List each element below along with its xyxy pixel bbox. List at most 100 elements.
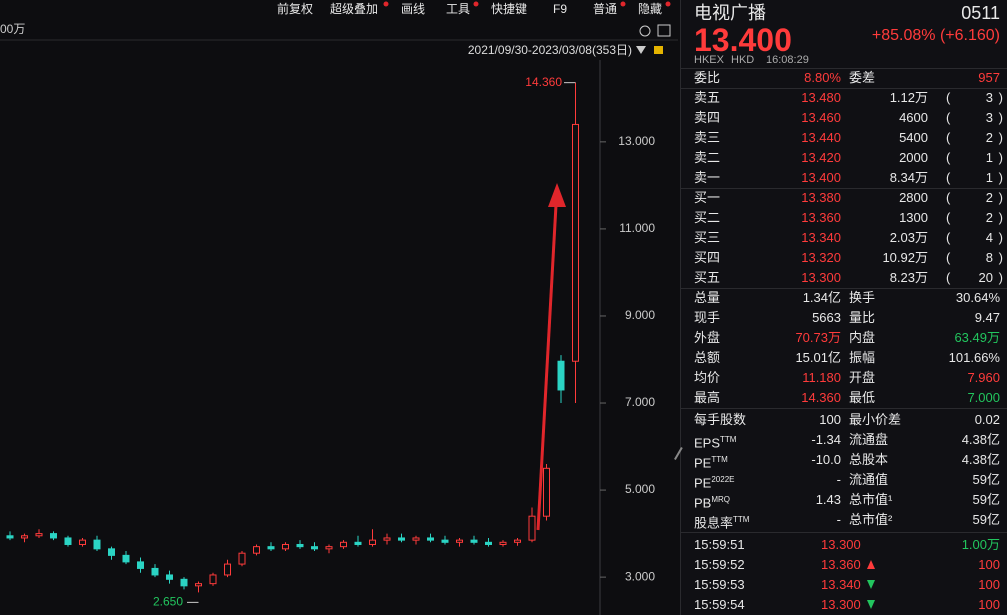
order-count: 1: [985, 150, 993, 165]
order-count: 1: [985, 170, 993, 185]
candle-body: [64, 537, 72, 545]
badge-dot: [620, 1, 626, 7]
fund-label: 流通值: [849, 472, 889, 487]
fund-value: 59亿: [972, 492, 1000, 507]
toolbar-button[interactable]: 超级叠加: [330, 1, 378, 16]
stat-label: 内盘: [849, 330, 876, 345]
toolbar-button[interactable]: 快捷键: [491, 2, 527, 16]
trade-price: 13.300: [821, 597, 861, 612]
order-level: 买一: [694, 190, 721, 205]
candle-body: [180, 578, 188, 587]
y-tick-label: 11.000: [619, 221, 655, 235]
paren: (: [946, 130, 951, 145]
separator: [681, 288, 1007, 289]
order-price: 13.300: [801, 270, 841, 285]
y-tick-label: 7.000: [625, 395, 655, 409]
last-price: 13.400: [694, 22, 792, 58]
toolbar-button[interactable]: 前复权: [277, 1, 313, 16]
candle-body: [557, 360, 565, 391]
superscript: TTM: [720, 435, 737, 444]
lock-icon[interactable]: [654, 46, 663, 54]
fund-label: PE2022E: [694, 470, 734, 493]
paren: ): [998, 230, 1003, 245]
candle-body: [238, 552, 246, 565]
paren: (: [946, 230, 951, 245]
fund-value: 4.38亿: [961, 432, 1000, 447]
trade-arrow: [867, 580, 875, 589]
paren: ): [998, 210, 1003, 225]
dropdown-icon[interactable]: [636, 46, 646, 54]
candle-body: [282, 543, 289, 550]
volume-label: 00万: [0, 22, 25, 36]
trade-price: 13.340: [821, 577, 861, 592]
order-level: 卖三: [694, 130, 721, 145]
stat-label: 量比: [849, 310, 876, 325]
toolbar-icons: [639, 24, 671, 37]
price-change: +85.08% (+6.160): [871, 27, 1000, 44]
paren: (: [946, 270, 951, 285]
paren: (: [946, 190, 951, 205]
toolbar-button[interactable]: 画线: [401, 2, 425, 16]
candle-body: [311, 546, 318, 550]
order-level: 买三: [694, 230, 721, 245]
order-price: 13.320: [801, 250, 841, 265]
order-count: 8: [985, 250, 993, 265]
order-volume: 1300: [899, 210, 928, 225]
candle-body: [195, 583, 202, 587]
stat-value: 14.360: [801, 390, 841, 405]
order-volume: 8.23万: [889, 270, 928, 285]
paren: (: [946, 110, 951, 125]
fund-value: 0.02: [974, 412, 1000, 427]
fund-label: 流通盘: [849, 432, 889, 447]
stat-label: 最高: [694, 390, 721, 405]
fund-label: 总股本: [849, 452, 889, 467]
order-count: 2: [985, 190, 993, 205]
badge-dot: [473, 1, 479, 7]
stat-label: 现手: [694, 310, 721, 325]
order-price: 13.480: [801, 90, 841, 105]
toolbar-button[interactable]: F9: [553, 2, 567, 16]
superscript: 2022E: [711, 475, 735, 484]
order-level: 买二: [694, 210, 721, 225]
candle-body: [253, 546, 260, 554]
candle-body: [398, 537, 405, 541]
toolbar-button[interactable]: 普通: [593, 2, 617, 16]
order-level: 买五: [694, 270, 721, 285]
paren: ): [998, 130, 1003, 145]
candle-body: [224, 563, 231, 576]
exchange: HKEX: [694, 54, 724, 66]
paren: (: [946, 90, 951, 105]
label: EPS: [694, 435, 721, 451]
candle-body: [21, 535, 28, 539]
candle-body: [528, 515, 536, 541]
stat-label: 总额: [694, 350, 721, 365]
fund-label: PBMRQ: [694, 490, 730, 513]
fund-value: 1.43: [815, 492, 841, 507]
stat-label: 均价: [694, 370, 721, 385]
order-count: 3: [985, 90, 993, 105]
order-volume: 1.12万: [889, 90, 928, 105]
trade-time: 15:59:52: [694, 557, 745, 572]
paren: ): [998, 90, 1003, 105]
trade-price: 13.300: [821, 537, 861, 552]
paren: (: [946, 150, 951, 165]
candle-body: [369, 539, 376, 545]
order-level: 卖四: [694, 110, 721, 125]
high-annotation: 14.360: [525, 75, 562, 89]
toolbar-button[interactable]: 隐藏: [638, 2, 662, 16]
trade-volume: 1.00万: [961, 537, 1000, 552]
candle-body: [383, 537, 391, 541]
currency: HKD: [731, 54, 755, 66]
candle-body: [137, 561, 144, 569]
badge-dot: [383, 1, 389, 7]
paren: ): [998, 250, 1003, 265]
stat-value: 63.49万: [954, 330, 1000, 345]
toolbar-button[interactable]: 工具: [446, 2, 470, 16]
order-volume: 2000: [899, 150, 928, 165]
order-price: 13.360: [801, 210, 841, 225]
candle-body: [572, 123, 579, 362]
row-value: 957: [978, 70, 1000, 85]
order-level: 卖二: [694, 150, 721, 165]
stock-name: 电视广播: [694, 3, 766, 23]
candle-body: [456, 539, 463, 543]
